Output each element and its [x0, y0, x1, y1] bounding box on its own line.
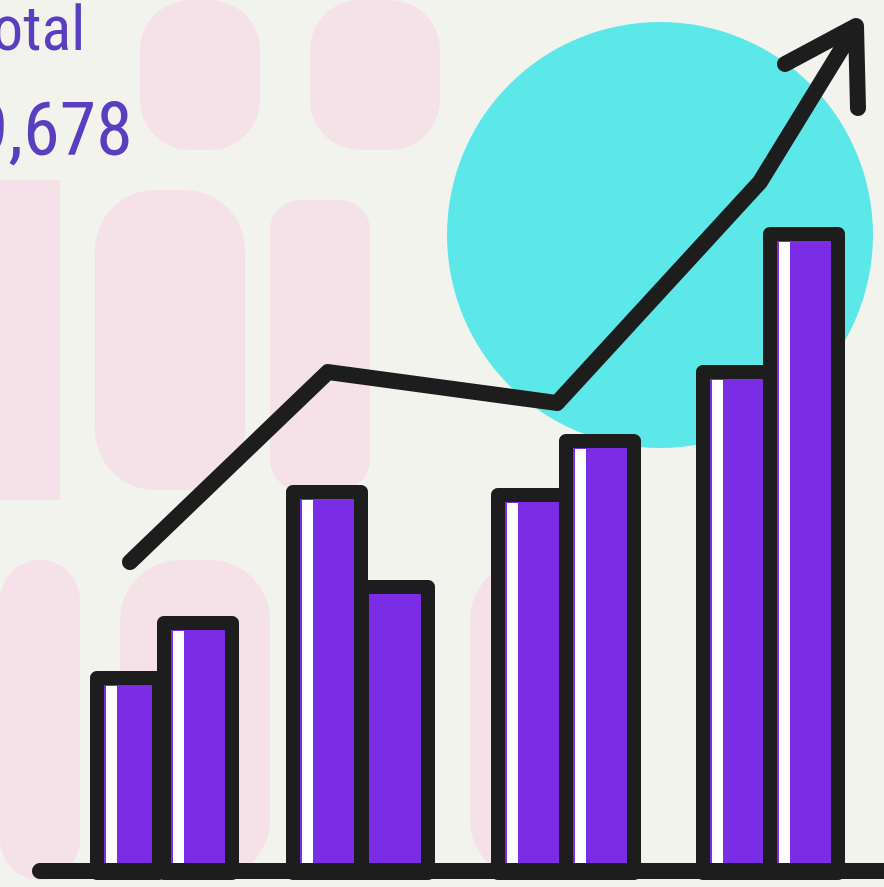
- total-value: 9,678: [0, 87, 133, 174]
- title: otal: [0, 0, 85, 66]
- arrow-head: [777, 18, 866, 116]
- trend-line: [122, 24, 860, 570]
- bar: [355, 580, 435, 880]
- bar-highlights: [106, 242, 790, 866]
